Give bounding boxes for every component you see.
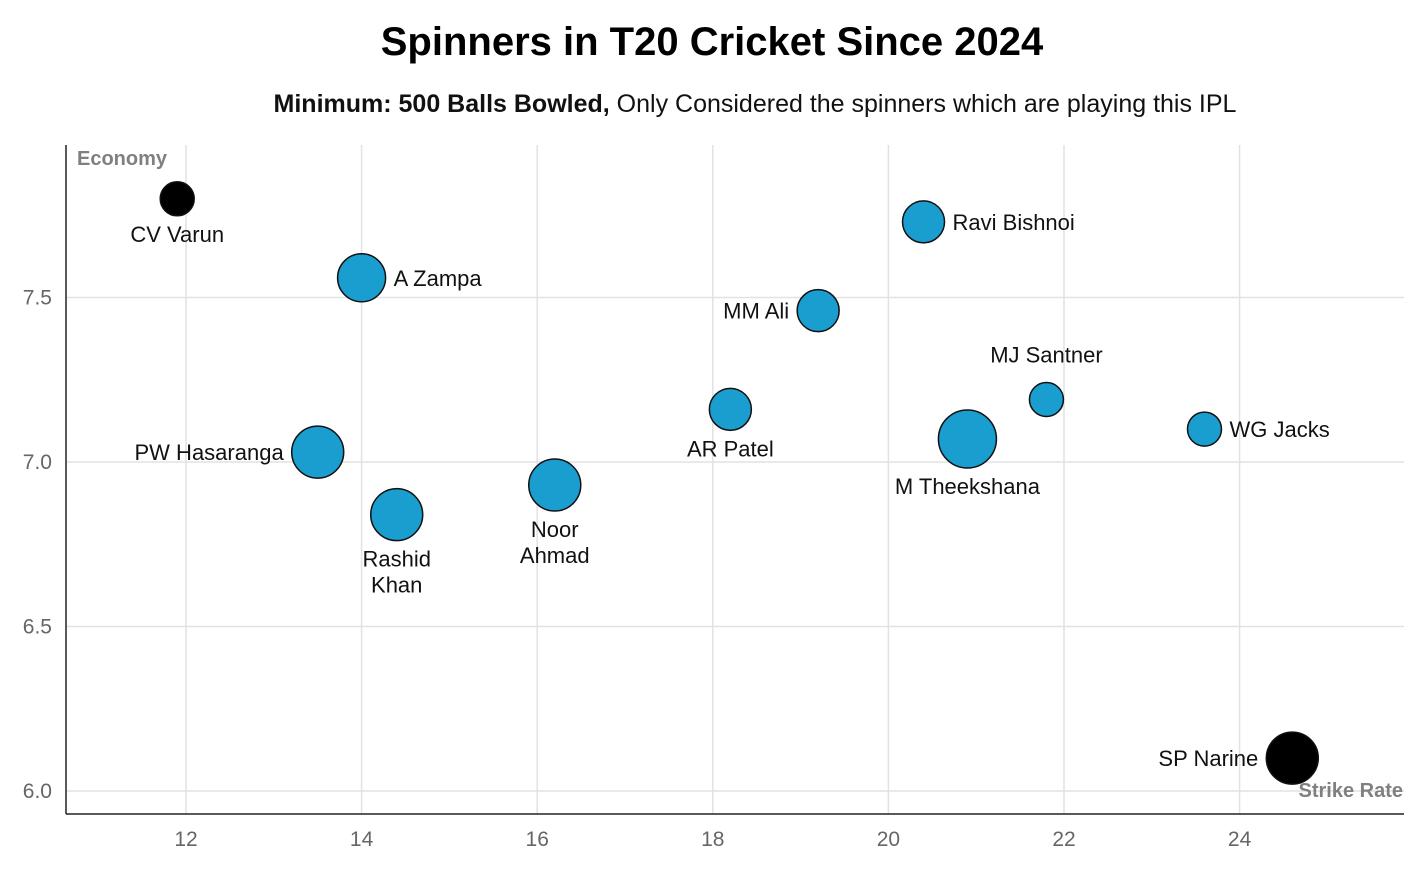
y-axis-label: Economy: [77, 148, 168, 170]
point-ravi-bishnoi: [901, 200, 946, 244]
label-wg-jacks: WG Jacks: [1229, 417, 1329, 442]
y-tick-label: 7.0: [23, 451, 52, 474]
point-mj-santner: [1028, 381, 1065, 418]
x-tick-label: 18: [701, 828, 724, 851]
x-axis-label: Strike Rate: [1299, 780, 1404, 802]
point-pw-hasaranga: [290, 425, 345, 479]
point-ar-patel: [708, 387, 753, 432]
label-sp-narine: SP Narine: [1158, 746, 1258, 771]
x-tick-label: 12: [174, 828, 197, 851]
axes: [65, 145, 1404, 815]
y-tick-label: 6.5: [23, 616, 52, 639]
point-cv-varun: [159, 181, 195, 217]
point-noor-ahmad: [528, 458, 582, 512]
label-rashid-khan: Rashid: [362, 547, 430, 572]
point-labels: CV Varun A Zampa Ravi Bishnoi MM Ali MJ Sant…: [130, 210, 1329, 771]
subtitle-bold: Minimum: 500 Balls Bowled,: [273, 90, 610, 118]
label-pw-hasaranga: PW Hasaranga: [135, 440, 285, 465]
point-a-zampa: [336, 253, 387, 303]
grid-lines: [66, 145, 1404, 814]
subtitle-rest: Only Considered the spinners which are p…: [609, 90, 1237, 118]
tick-labels: 12 14 16 18 20 22 24 6.0 6.5 7.0 7.5: [23, 287, 1252, 852]
label-mj-santner: MJ Santner: [990, 342, 1103, 367]
label-ar-patel: AR Patel: [687, 436, 774, 461]
y-tick-label: 6.0: [23, 780, 52, 803]
point-wg-jacks: [1186, 411, 1223, 447]
label-ravi-bishnoi: Ravi Bishnoi: [953, 210, 1075, 235]
point-mm-ali: [796, 288, 840, 333]
point-sp-narine: [1265, 731, 1320, 785]
label-rashid-khan: Khan: [371, 573, 422, 598]
label-mm-ali: MM Ali: [723, 299, 789, 324]
label-noor-ahmad: Ahmad: [520, 543, 590, 568]
label-a-zampa: A Zampa: [394, 266, 483, 291]
x-tick-label: 16: [526, 828, 549, 851]
label-cv-varun: CV Varun: [130, 222, 224, 247]
x-tick-label: 24: [1228, 828, 1252, 851]
point-m-theekshana: [937, 409, 998, 469]
x-tick-label: 14: [350, 828, 374, 851]
x-tick-label: 22: [1052, 828, 1075, 851]
chart-subtitle: Minimum: 500 Balls Bowled, Only Consider…: [0, 90, 1424, 119]
y-tick-label: 7.5: [23, 287, 52, 310]
point-rashid-khan: [369, 487, 424, 542]
label-noor-ahmad: Noor: [531, 517, 579, 542]
label-m-theekshana: M Theekshana: [895, 474, 1041, 499]
chart-title: Spinners in T20 Cricket Since 2024: [380, 20, 1044, 64]
x-tick-label: 20: [877, 828, 900, 851]
data-points: [159, 181, 1320, 785]
